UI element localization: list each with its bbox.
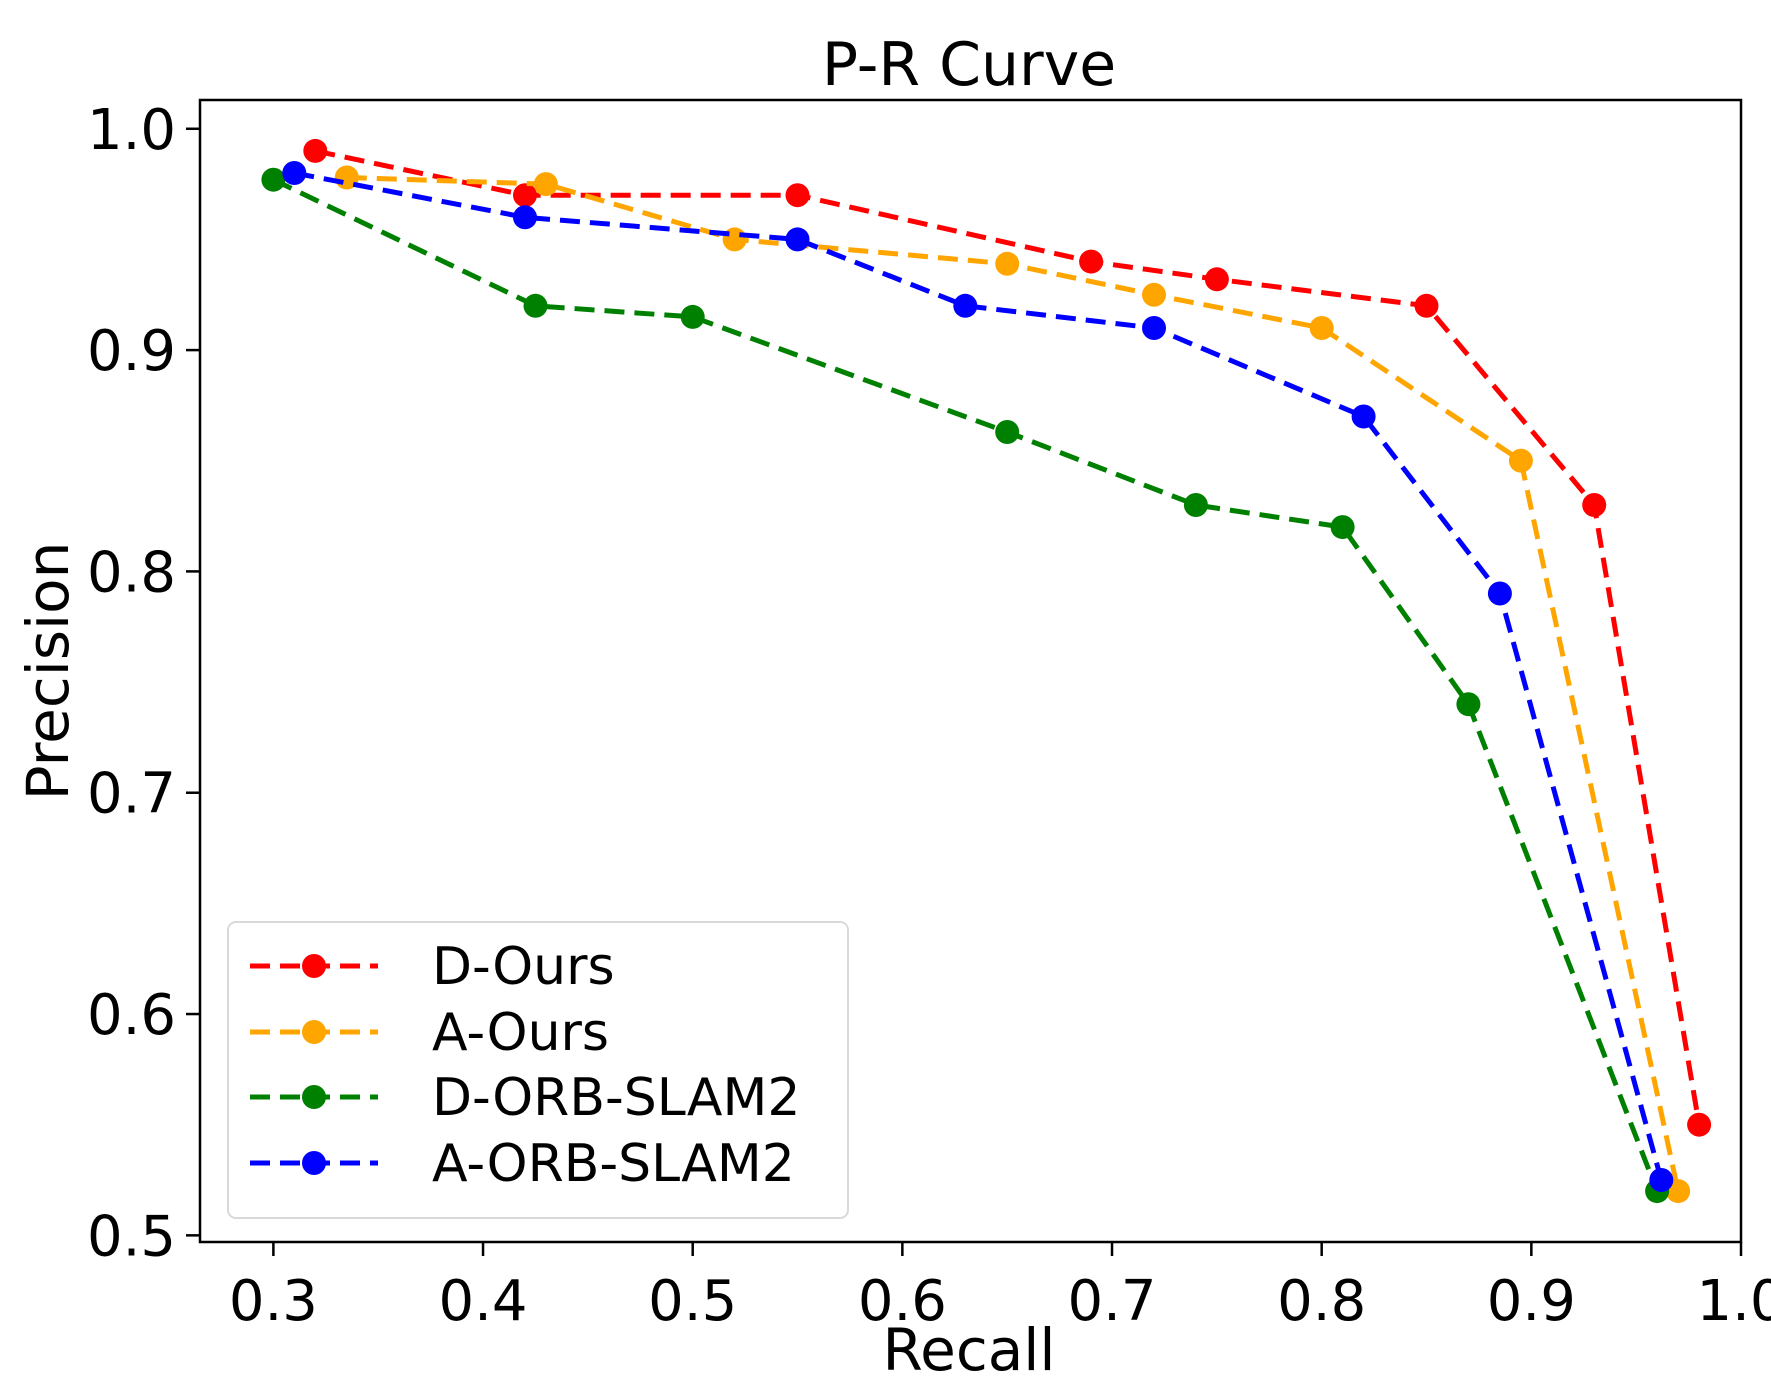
- series-a-orb-slam2: [282, 161, 1674, 1192]
- data-point-a-orb-slam2-3: [953, 293, 978, 318]
- data-point-d-ours-2: [785, 183, 810, 208]
- x-tick-label: 0.5: [648, 1269, 737, 1334]
- x-axis-title: Recall: [882, 1316, 1055, 1384]
- data-point-a-orb-slam2-4: [1142, 316, 1166, 340]
- legend-label: A-ORB-SLAM2: [432, 1134, 795, 1194]
- data-point-d-orb-slam2-3: [995, 420, 1020, 444]
- data-point-d-ours-6: [1582, 493, 1607, 517]
- data-point-a-ours-2: [722, 227, 747, 252]
- data-point-d-orb-slam2-5: [1330, 515, 1355, 540]
- x-tick-label: 0.9: [1487, 1269, 1576, 1334]
- data-point-d-orb-slam2-1: [523, 293, 548, 318]
- data-point-d-orb-slam2-6: [1456, 692, 1481, 717]
- data-point-d-ours-4: [1204, 267, 1229, 292]
- data-point-a-ours-4: [1142, 282, 1166, 307]
- y-tick-label: 1.0: [87, 98, 176, 163]
- series-layer: [261, 138, 1712, 1204]
- y-tick-label: 0.7: [87, 762, 176, 827]
- data-point-d-ours-0: [303, 138, 328, 163]
- data-point-d-ours-7: [1687, 1112, 1712, 1137]
- y-axis-title: Precision: [14, 542, 82, 801]
- legend-marker-d-ours: [302, 954, 326, 978]
- x-tick-label: 0.3: [229, 1269, 318, 1334]
- x-axis: 0.3 0.4 0.5 0.6 0.7 0.8 0.9 1.0: [229, 1242, 1771, 1334]
- data-point-a-orb-slam2-1: [513, 205, 537, 230]
- legend-marker-a-ours: [302, 1020, 326, 1044]
- legend-marker-a-orb-slam2: [302, 1151, 326, 1175]
- series-line-d-orb-slam2: [272, 177, 1660, 1193]
- data-point-a-ours-6: [1508, 448, 1533, 473]
- data-point-a-orb-slam2-6: [1487, 581, 1512, 606]
- chart-title: P-R Curve: [822, 30, 1116, 100]
- data-point-a-orb-slam2-7: [1649, 1168, 1674, 1192]
- series-line-d-ours: [314, 148, 1702, 1126]
- series-line-a-ours: [346, 175, 1681, 1192]
- y-axis: 0.5 0.6 0.7 0.8 0.9 1.0: [87, 98, 200, 1269]
- data-point-d-ours-5: [1414, 293, 1439, 318]
- legend-box: [227, 921, 849, 1219]
- data-point-a-orb-slam2-5: [1351, 404, 1376, 429]
- data-point-a-ours-3: [995, 251, 1020, 276]
- data-point-a-ours-5: [1309, 316, 1334, 340]
- data-point-a-orb-slam2-2: [785, 227, 810, 252]
- x-tick-label: 1.0: [1696, 1269, 1771, 1334]
- data-point-a-orb-slam2-0: [282, 161, 307, 185]
- data-point-d-orb-slam2-2: [680, 304, 705, 329]
- data-point-a-ours-1: [533, 172, 558, 197]
- data-point-d-orb-slam2-0: [261, 167, 286, 192]
- y-tick-label: 0.5: [87, 1204, 176, 1269]
- x-tick-label: 0.8: [1277, 1269, 1366, 1334]
- x-tick-label: 0.4: [439, 1269, 528, 1334]
- data-point-d-ours-1: [513, 183, 537, 208]
- y-tick-label: 0.8: [87, 540, 176, 605]
- legend-label: D-ORB-SLAM2: [432, 1068, 800, 1128]
- legend-label: D-Ours: [432, 937, 615, 997]
- legend-label: A-Ours: [432, 1003, 609, 1063]
- legend-marker-d-orb-slam2: [302, 1085, 326, 1109]
- x-tick-label: 0.7: [1067, 1269, 1156, 1334]
- y-tick-label: 0.6: [87, 983, 176, 1048]
- data-point-d-ours-3: [1079, 249, 1104, 274]
- y-tick-label: 0.9: [87, 319, 176, 384]
- x-tick-label: 0.6: [858, 1269, 947, 1334]
- plot-frame: [198, 98, 1743, 1244]
- series-d-ours: [303, 138, 1712, 1137]
- data-point-d-orb-slam2-4: [1183, 493, 1208, 517]
- series-line-a-orb-slam2: [293, 170, 1664, 1181]
